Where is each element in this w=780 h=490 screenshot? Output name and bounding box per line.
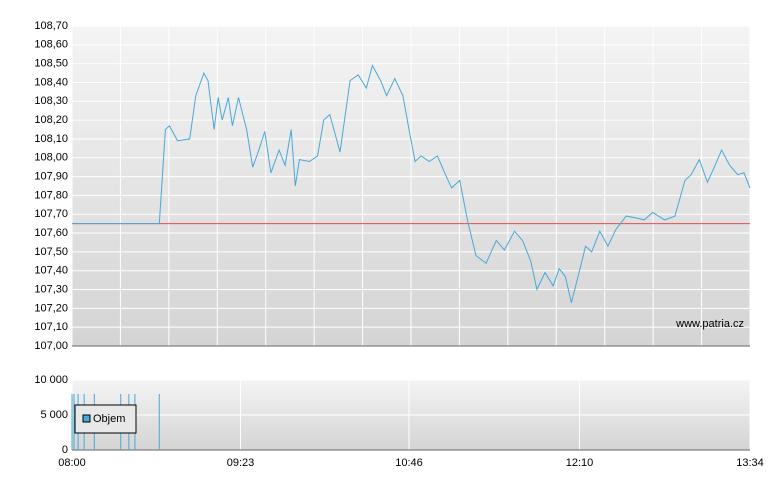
y-tick-label: 10 000 <box>34 374 68 386</box>
y-tick-label: 107,70 <box>34 208 68 220</box>
y-tick-label: 107,60 <box>34 227 68 239</box>
legend-swatch <box>82 414 91 423</box>
x-tick-label: 12:10 <box>566 457 594 469</box>
y-tick-label: 107,00 <box>34 340 68 352</box>
y-tick-label: 108,40 <box>34 76 68 88</box>
y-tick-label: 108,20 <box>34 114 68 126</box>
y-tick-label: 5 000 <box>40 409 68 421</box>
y-tick-label: 107,30 <box>34 283 68 295</box>
y-tick-label: 108,10 <box>34 133 68 145</box>
y-tick-label: 107,90 <box>34 170 68 182</box>
y-tick-label: 108,50 <box>34 58 68 70</box>
y-tick-label: 108,30 <box>34 95 68 107</box>
y-tick-label: 107,40 <box>34 265 68 277</box>
y-tick-label: 108,70 <box>34 20 68 32</box>
x-tick-label: 13:34 <box>736 457 764 469</box>
price-line <box>72 64 751 303</box>
y-tick-label: 108,60 <box>34 39 68 51</box>
y-tick-label: 107,80 <box>34 189 68 201</box>
legend-label: Objem <box>93 413 125 425</box>
x-tick-label: 09:23 <box>227 457 255 469</box>
watermark: www.patria.cz <box>675 318 744 330</box>
y-tick-label: 107,20 <box>34 302 68 314</box>
x-tick-label: 08:00 <box>58 457 86 469</box>
y-tick-label: 0 <box>62 444 68 456</box>
y-tick-label: 108,00 <box>34 152 68 164</box>
x-tick-label: 10:46 <box>395 457 423 469</box>
y-tick-label: 107,50 <box>34 246 68 258</box>
y-tick-label: 107,10 <box>34 321 68 333</box>
